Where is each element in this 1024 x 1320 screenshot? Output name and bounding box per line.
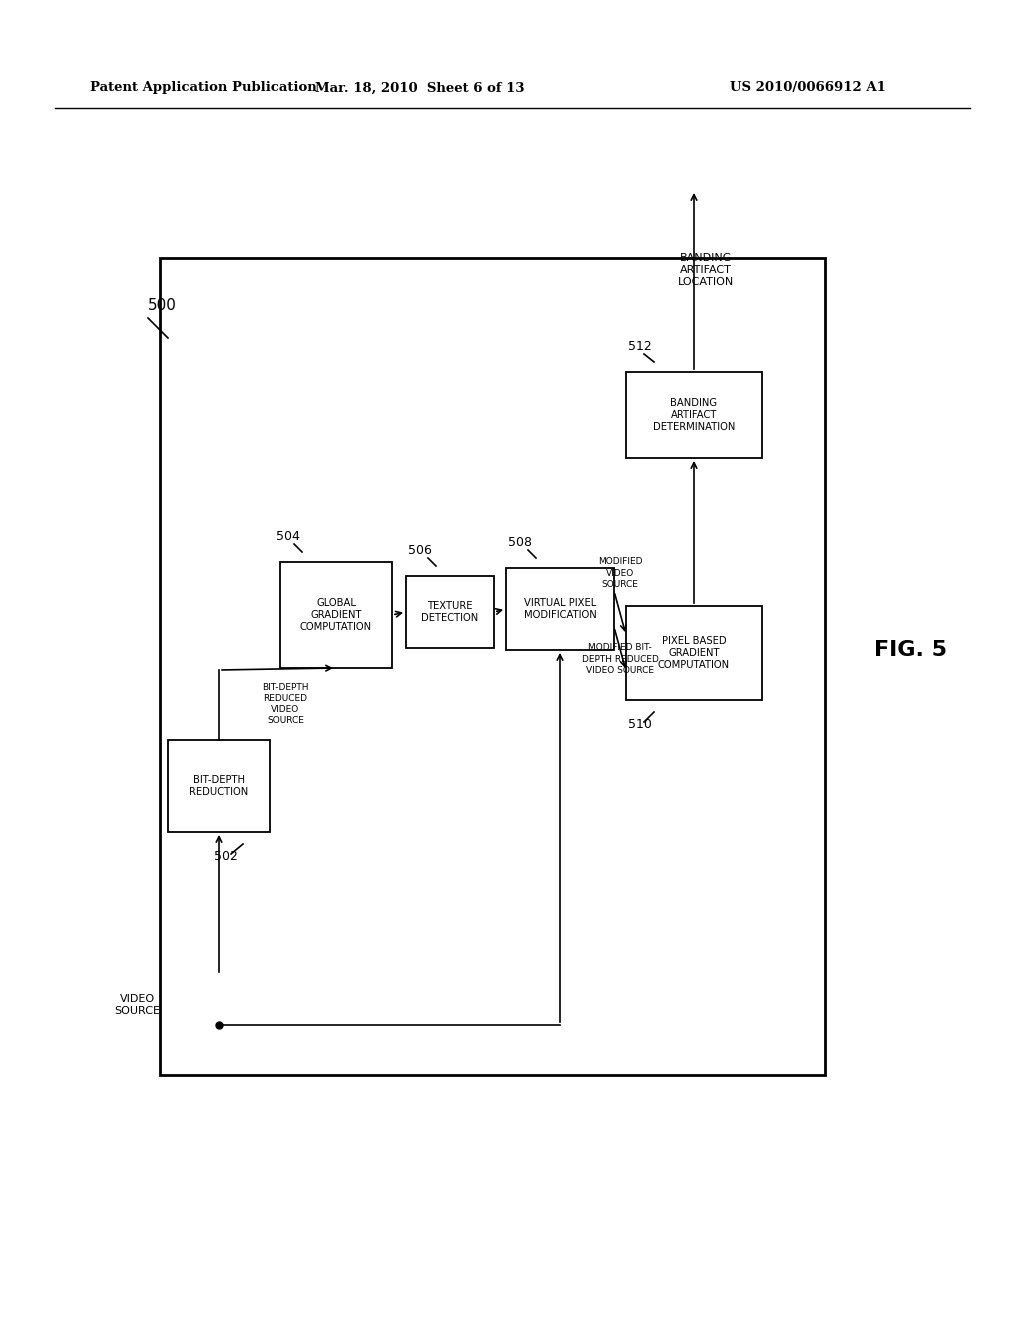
Text: 506: 506 <box>408 544 432 557</box>
Text: 500: 500 <box>148 298 177 313</box>
Text: 502: 502 <box>214 850 238 863</box>
Text: 508: 508 <box>508 536 532 549</box>
Text: BIT-DEPTH
REDUCTION: BIT-DEPTH REDUCTION <box>189 775 249 797</box>
Text: PIXEL BASED
GRADIENT
COMPUTATION: PIXEL BASED GRADIENT COMPUTATION <box>658 636 730 671</box>
Text: VIRTUAL PIXEL
MODIFICATION: VIRTUAL PIXEL MODIFICATION <box>523 598 596 620</box>
Bar <box>506 568 614 649</box>
Text: BANDING
ARTIFACT
LOCATION: BANDING ARTIFACT LOCATION <box>678 252 734 288</box>
Text: MODIFIED BIT-
DEPTH REDUCED
VIDEO SOURCE: MODIFIED BIT- DEPTH REDUCED VIDEO SOURCE <box>582 643 658 675</box>
Text: US 2010/0066912 A1: US 2010/0066912 A1 <box>730 82 886 95</box>
Bar <box>280 562 392 668</box>
Bar <box>168 741 270 832</box>
Bar <box>626 372 762 458</box>
Text: Mar. 18, 2010  Sheet 6 of 13: Mar. 18, 2010 Sheet 6 of 13 <box>315 82 524 95</box>
Bar <box>406 576 494 648</box>
Text: 504: 504 <box>276 531 300 543</box>
Text: FIG. 5: FIG. 5 <box>873 640 946 660</box>
Bar <box>626 606 762 700</box>
Text: BIT-DEPTH
REDUCED
VIDEO
SOURCE: BIT-DEPTH REDUCED VIDEO SOURCE <box>262 682 309 725</box>
Text: TEXTURE
DETECTION: TEXTURE DETECTION <box>421 601 478 623</box>
Text: Patent Application Publication: Patent Application Publication <box>90 82 316 95</box>
Text: MODIFIED
VIDEO
SOURCE: MODIFIED VIDEO SOURCE <box>598 557 642 589</box>
Text: BANDING
ARTIFACT
DETERMINATION: BANDING ARTIFACT DETERMINATION <box>653 397 735 433</box>
Text: 512: 512 <box>628 341 651 352</box>
Text: 510: 510 <box>628 718 652 731</box>
Bar <box>160 257 825 1074</box>
Text: VIDEO
SOURCE: VIDEO SOURCE <box>114 994 160 1016</box>
Text: GLOBAL
GRADIENT
COMPUTATION: GLOBAL GRADIENT COMPUTATION <box>300 598 372 632</box>
